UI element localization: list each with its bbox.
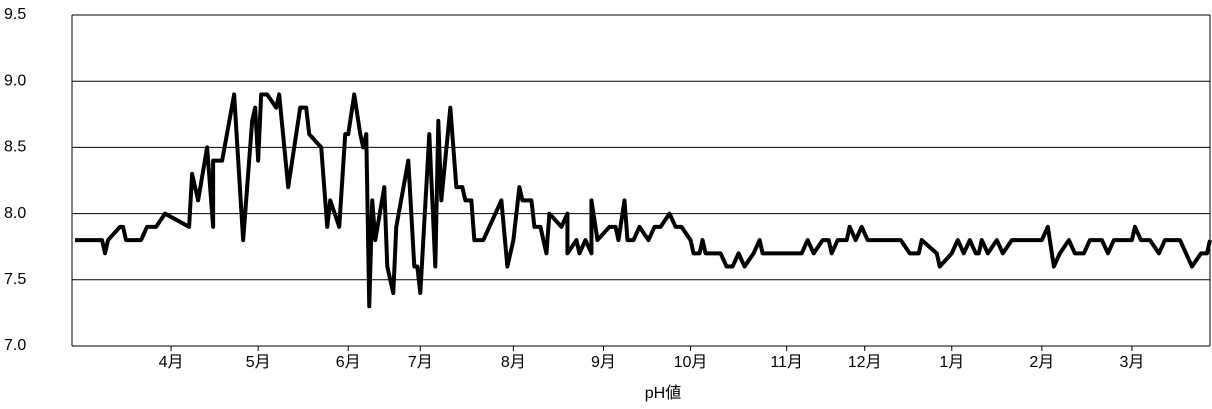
y-tick-label: 9.0 (4, 72, 26, 89)
y-tick-label: 9.5 (4, 6, 26, 23)
x-tick-label: 2月 (1029, 354, 1054, 371)
x-tick-label: 3月 (1119, 354, 1144, 371)
x-tick-label: 7月 (408, 354, 433, 371)
x-tick-label: 9月 (591, 354, 616, 371)
x-tick-label: 4月 (159, 354, 184, 371)
x-tick-label: 6月 (336, 354, 361, 371)
y-tick-label: 7.5 (4, 271, 26, 288)
x-tick-label: 8月 (501, 354, 526, 371)
y-tick-label: 8.0 (4, 205, 26, 222)
y-tick-label: 8.5 (4, 139, 26, 156)
y-tick-label: 7.0 (4, 337, 26, 354)
x-tick-label: 1月 (939, 354, 964, 371)
x-tick-label: 11月 (770, 354, 803, 371)
x-tick-label: 10月 (674, 354, 708, 371)
x-tick-label: 5月 (246, 354, 271, 371)
x-tick-label: 12月 (848, 354, 882, 371)
series-line (75, 92, 1212, 309)
x-axis-label: pH値 (645, 384, 681, 402)
